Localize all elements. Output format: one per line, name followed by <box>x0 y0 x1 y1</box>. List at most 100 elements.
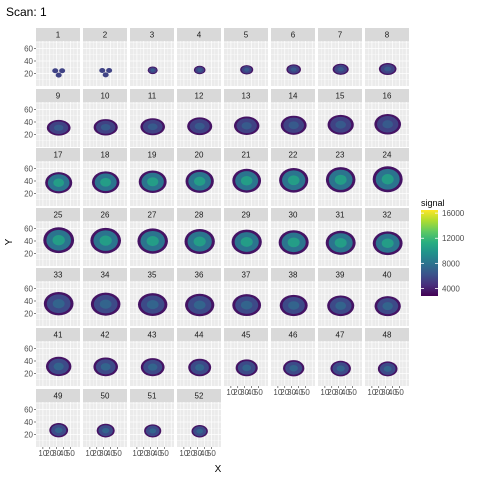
slice-heatmap <box>90 292 121 316</box>
slice-heatmap <box>374 114 402 135</box>
facet-strip-label: 17 <box>54 151 63 160</box>
facet-strip <box>318 208 362 221</box>
facet-strip <box>130 268 174 281</box>
facet-strip <box>365 89 409 102</box>
slice-core <box>147 123 158 131</box>
facet-strip <box>36 89 80 102</box>
y-tick-label: 20 <box>24 131 33 140</box>
facet-strip <box>271 89 315 102</box>
facet-strip <box>130 89 174 102</box>
slice-region <box>55 72 62 78</box>
slice-heatmap <box>184 229 215 254</box>
facet-strip <box>318 328 362 341</box>
facet-strip <box>365 268 409 281</box>
facet-strip-label: 32 <box>383 211 392 220</box>
facet-strip-label: 48 <box>383 331 392 340</box>
facet-panel-6: 6 <box>271 28 315 86</box>
y-tick-label: 60 <box>24 106 33 115</box>
x-tick-label: 30 <box>240 388 249 397</box>
x-tick-label: 50 <box>395 388 404 397</box>
facet-strip-label: 7 <box>338 31 343 40</box>
slice-heatmap <box>330 360 351 377</box>
slice-heatmap <box>45 172 73 194</box>
facet-panel-7: 7 <box>318 28 362 86</box>
x-tick-label: 10 <box>320 388 329 397</box>
legend-tick-label: 12000 <box>442 234 465 243</box>
facet-strip-label: 27 <box>148 211 157 220</box>
facet-panel-18: 18 <box>83 148 127 206</box>
slice-core <box>381 174 394 185</box>
x-tick-label: 10 <box>38 449 47 458</box>
facet-strip-label: 37 <box>242 271 251 280</box>
legend-tick-label: 16000 <box>442 209 465 218</box>
facet-panel-27: 27 <box>130 208 174 266</box>
slice-heatmap <box>325 167 356 193</box>
x-tick-label: 10 <box>226 388 235 397</box>
slice-core <box>197 68 202 72</box>
y-tick-label: 60 <box>24 345 33 354</box>
facet-strip-label: 42 <box>101 331 110 340</box>
slice-core <box>102 427 110 434</box>
facet-strip <box>36 148 80 161</box>
facet-strip <box>36 28 80 41</box>
x-tick-label: 40 <box>341 388 350 397</box>
facet-strip-label: 40 <box>383 271 392 280</box>
slice-heatmap <box>49 423 69 438</box>
slice-heatmap <box>137 293 168 316</box>
facet-strip <box>318 28 362 41</box>
facet-panel-32: 32 <box>365 208 409 266</box>
facet-strip <box>177 268 221 281</box>
facet-strip-label: 23 <box>336 151 345 160</box>
slice-core <box>52 235 65 246</box>
facet-strip-label: 46 <box>289 331 298 340</box>
facet-strip-label: 43 <box>148 331 157 340</box>
facet-strip-label: 21 <box>242 151 251 160</box>
facet-panel-9: 9 20 40 60 <box>24 89 80 147</box>
facet-strip-label: 2 <box>103 31 108 40</box>
facet-strip-label: 16 <box>383 92 392 101</box>
y-tick-label: 60 <box>24 165 33 174</box>
slice-core <box>290 67 297 72</box>
x-tick-label: 40 <box>106 449 115 458</box>
facet-strip-label: 22 <box>289 151 298 160</box>
facet-strip-label: 34 <box>101 271 110 280</box>
slice-core <box>147 177 159 187</box>
slice-heatmap <box>140 358 165 377</box>
facet-strip-label: 30 <box>289 211 298 220</box>
slice-heatmap <box>240 65 254 75</box>
slice-heatmap <box>233 116 260 135</box>
legend-tick-label: 4000 <box>442 284 460 293</box>
facet-strip <box>318 268 362 281</box>
facet-panel-4: 4 <box>177 28 221 86</box>
facet-strip <box>365 328 409 341</box>
slice-heatmap <box>43 291 74 316</box>
x-tick-label: 50 <box>207 449 216 458</box>
slice-region <box>102 72 109 78</box>
y-tick-label: 40 <box>24 57 33 66</box>
facet-panel-12: 12 <box>177 89 221 147</box>
slice-heatmap <box>144 424 162 438</box>
slice-heatmap <box>279 167 309 193</box>
slice-heatmap <box>96 423 115 438</box>
facet-panel-43: 43 <box>130 328 174 386</box>
facet-strip <box>271 328 315 341</box>
facet-panel-40: 40 <box>365 268 409 326</box>
x-tick-label: 30 <box>99 449 108 458</box>
x-tick-label: 30 <box>334 388 343 397</box>
slice-core <box>149 428 157 434</box>
facet-strip <box>177 89 221 102</box>
slice-region <box>99 68 106 73</box>
facet-panel-42: 42 <box>83 328 127 386</box>
slice-core <box>241 122 252 130</box>
slice-heatmap <box>279 294 308 317</box>
slice-heatmap <box>93 357 118 377</box>
facet-panel-8: 8 <box>365 28 409 86</box>
x-tick-label: 10 <box>367 388 376 397</box>
y-tick-label: 20 <box>24 431 33 440</box>
facet-panel-19: 19 <box>130 148 174 206</box>
x-tick-label: 20 <box>186 449 195 458</box>
slice-heatmap <box>185 293 215 317</box>
facet-panel-36: 36 <box>177 268 221 326</box>
y-tick-label: 40 <box>24 297 33 306</box>
